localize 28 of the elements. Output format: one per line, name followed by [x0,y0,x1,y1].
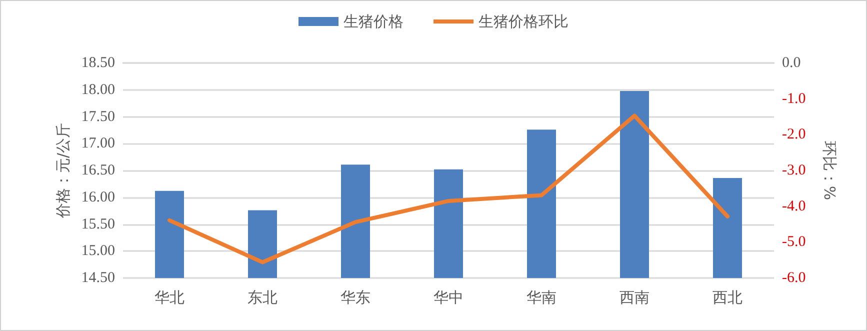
y-tick-label: 15.00 [81,243,115,260]
y-tick-label: 18.50 [81,55,115,71]
y2-tick-label: 0.0 [782,55,801,71]
x-tick-label: 东北 [248,288,278,306]
y2-tick-label: -3.0 [782,162,806,178]
y2-tick-label: -1.0 [782,90,806,107]
x-tick-label: 西北 [712,288,742,306]
y-tick-label: 18.00 [81,82,115,98]
y2-tick-label: -5.0 [782,234,806,250]
x-tick-label: 华东 [340,288,370,306]
y-tick-label: 17.50 [81,108,115,125]
legend-label: 生猪价格 [344,12,404,30]
legend-label: 生猪价格环比 [478,12,568,30]
y2-tick-label: -6.0 [782,270,806,286]
y-tick-label: 14.50 [81,270,115,286]
y2-axis-title: 环比：% [820,140,838,200]
y2-tick-label: -2.0 [782,126,806,143]
y-tick-label: 16.00 [81,189,115,206]
x-tick-label: 华南 [526,288,556,306]
x-tick-label: 华中 [434,288,464,306]
y-tick-label: 17.00 [81,136,115,152]
line-series [168,114,730,264]
y-axis-title: 价格：元/公斤 [54,122,72,220]
x-tick-label: 西南 [620,288,650,306]
x-tick-label: 华北 [154,288,184,306]
y2-tick-label: -4.0 [782,198,806,214]
y-tick-label: 15.50 [81,216,115,232]
y-tick-label: 16.50 [81,162,115,178]
